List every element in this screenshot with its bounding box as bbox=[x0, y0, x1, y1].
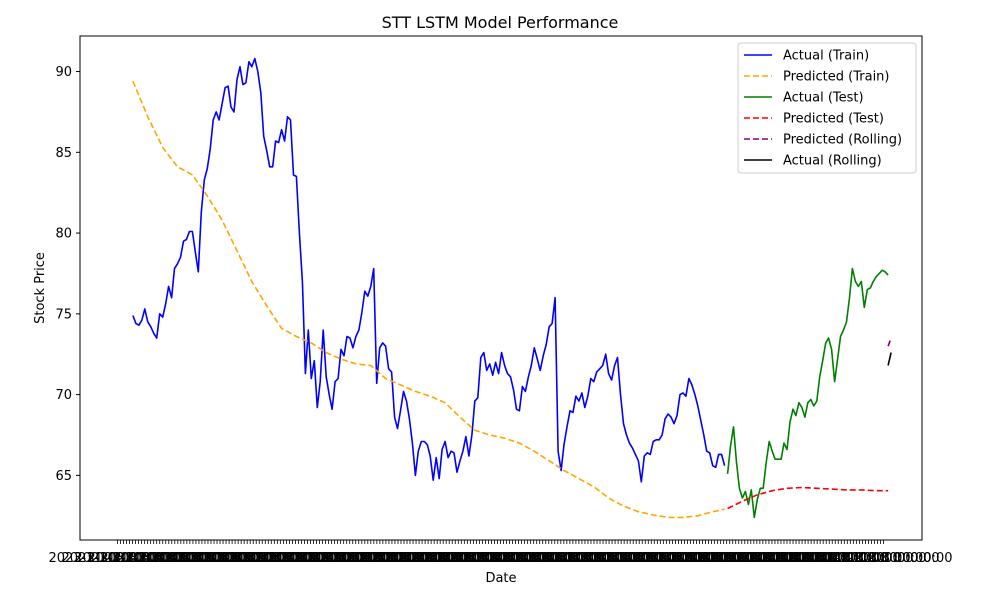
y-tick-label: 70 bbox=[55, 388, 72, 403]
x-tick-label: 2023-11-08 00:00:00 bbox=[204, 551, 342, 566]
x-tick-label: 2023-11-08 00:00:00 bbox=[464, 551, 602, 566]
x-tick-label: 2023-11-08 00:00:00 bbox=[801, 551, 939, 566]
x-axis-title: Date bbox=[485, 571, 516, 586]
x-tick-label: 2023-11-08 00:00:00 bbox=[503, 551, 641, 566]
x-tick-label: 2023-11-08 00:00:00 bbox=[633, 551, 771, 566]
x-tick-label: 2023-11-08 00:00:00 bbox=[425, 551, 563, 566]
x-tick-label: 2023-11-08 00:00:00 bbox=[542, 551, 680, 566]
x-tick-label: 2023-11-08 00:00:00 bbox=[191, 551, 329, 566]
x-tick-label: 2023-11-08 00:00:00 bbox=[646, 551, 784, 566]
x-tick-label: 2023-11-08 00:00:00 bbox=[568, 551, 706, 566]
x-tick-label: 2023-11-08 00:00:00 bbox=[230, 551, 368, 566]
x-tick-label: 2023-11-08 00:00:00 bbox=[256, 551, 394, 566]
x-tick-label: 2023-11-08 00:00:00 bbox=[737, 551, 875, 566]
x-tick-label: 2023-11-08 00:00:00 bbox=[438, 551, 576, 566]
series-line-predicted-train bbox=[132, 80, 725, 519]
x-tick-label: 2023-11-08 00:00:00 bbox=[295, 551, 433, 566]
x-tick-label: 2023-11-08 00:00:00 bbox=[412, 551, 550, 566]
y-tick-label: 65 bbox=[55, 469, 72, 484]
x-tick-label: 2023-11-08 00:00:00 bbox=[516, 551, 654, 566]
plot-area bbox=[79, 35, 923, 541]
x-tick-label: 2023-11-08 00:00:00 bbox=[788, 551, 926, 566]
x-tick-label: 2023-11-08 00:00:00 bbox=[607, 551, 745, 566]
x-tick-label: 2023-11-08 00:00:00 bbox=[399, 551, 537, 566]
legend-label: Predicted (Rolling) bbox=[783, 133, 902, 148]
legend-label: Actual (Rolling) bbox=[783, 154, 882, 169]
series-line-actual-train bbox=[132, 57, 726, 483]
x-tick-label: 2023-11-08 00:00:00 bbox=[269, 551, 407, 566]
legend: Actual (Train) Predicted (Train) Actual (T… bbox=[737, 42, 917, 174]
y-tick-label: 85 bbox=[55, 146, 72, 161]
series-layer bbox=[132, 57, 892, 519]
legend-label: Predicted (Train) bbox=[783, 70, 890, 85]
legend-label: Predicted (Test) bbox=[783, 112, 884, 127]
x-tick-label: 2023-11-08 00:00:00 bbox=[620, 551, 758, 566]
chart-title: STT LSTM Model Performance bbox=[382, 13, 619, 32]
x-tick-label: 2023-11-08 00:00:00 bbox=[152, 551, 290, 566]
x-tick-label: 2023-11-08 00:00:00 bbox=[321, 551, 459, 566]
x-tick-label: 2023-11-08 00:00:00 bbox=[581, 551, 719, 566]
legend-box bbox=[737, 42, 917, 174]
x-tick-label: 2023-11-08 00:00:00 bbox=[347, 551, 485, 566]
x-tick-label: 2023-11-08 00:00:00 bbox=[360, 551, 498, 566]
x-tick-label: 2023-11-08 00:00:00 bbox=[243, 551, 381, 566]
x-tick-label: 2023-11-08 00:00:00 bbox=[100, 551, 238, 566]
x-tick-label: 2023-11-08 00:00:00 bbox=[763, 551, 901, 566]
x-tick-label: 2023-11-08 00:00:00 bbox=[477, 551, 615, 566]
legend-label: Actual (Test) bbox=[783, 91, 864, 106]
y-tick-label: 90 bbox=[55, 65, 72, 80]
x-tick-label: 2023-11-08 00:00:00 bbox=[113, 551, 251, 566]
x-tick-label: 2023-11-08 00:00:00 bbox=[373, 551, 511, 566]
legend-label: Actual (Train) bbox=[783, 49, 869, 64]
x-tick-label: 2023-11-08 00:00:00 bbox=[776, 551, 914, 566]
y-tick-label: 75 bbox=[55, 307, 72, 322]
x-tick-label: 2023-11-08 00:00:00 bbox=[139, 551, 277, 566]
x-tick-label: 2023-11-08 00:00:00 bbox=[217, 551, 355, 566]
x-tick-label: 2023-11-08 00:00:00 bbox=[74, 551, 212, 566]
x-tick-label: 2023-11-08 00:00:00 bbox=[594, 551, 732, 566]
x-tick-label: 2023-11-08 00:00:00 bbox=[529, 551, 667, 566]
x-tick-label: 2023-11-08 00:00:00 bbox=[165, 551, 303, 566]
x-tick-label: 2023-11-08 00:00:00 bbox=[178, 551, 316, 566]
x-tick-label: 2023-11-08 00:00:00 bbox=[724, 551, 862, 566]
x-tick-label: 2023-11-08 00:00:00 bbox=[87, 551, 225, 566]
x-tick-label: 2023-11-08 00:00:00 bbox=[386, 551, 524, 566]
x-tick-label: 2023-11-08 00:00:00 bbox=[698, 551, 836, 566]
y-axis: 65 70 75 80 85 90 bbox=[55, 65, 80, 484]
plot-frame bbox=[79, 35, 923, 541]
x-tick-label: 2023-11-08 00:00:00 bbox=[126, 551, 264, 566]
y-tick-label: 80 bbox=[55, 227, 72, 242]
x-tick-label: 2023-11-08 00:00:00 bbox=[750, 551, 888, 566]
series-line-actual-rolling bbox=[887, 352, 892, 366]
x-tick-label: 2023-11-08 00:00:00 bbox=[451, 551, 589, 566]
x-tick-label: 2023-11-08 00:00:00 bbox=[282, 551, 420, 566]
x-tick-label: 2023-11-08 00:00:00 bbox=[672, 551, 810, 566]
x-tick-label: 2023-11-08 00:00:00 bbox=[814, 551, 952, 566]
x-tick-label: 2023-11-08 00:00:00 bbox=[685, 551, 823, 566]
x-tick-label: 2023-11-08 00:00:00 bbox=[555, 551, 693, 566]
y-axis-title: Stock Price bbox=[33, 252, 48, 324]
x-tick-label: 2023-11-08 00:00:00 bbox=[308, 551, 446, 566]
x-tick-label: 2023-11-08 00:00:00 bbox=[711, 551, 849, 566]
series-line-predicted-test bbox=[727, 486, 889, 510]
series-line-predicted-rolling bbox=[887, 337, 892, 347]
x-tick-label: 2023-11-08 00:00:00 bbox=[334, 551, 472, 566]
series-line-actual-test bbox=[726, 267, 889, 519]
x-tick-label: 2023-11-08 00:00:00 bbox=[490, 551, 628, 566]
x-tick-label: 2023-11-08 00:00:00 bbox=[659, 551, 797, 566]
x-tick-label: 2023-11-08 00:00:00 bbox=[48, 551, 186, 566]
x-tick-label: 2023-11-08 00:00:00 bbox=[61, 551, 199, 566]
